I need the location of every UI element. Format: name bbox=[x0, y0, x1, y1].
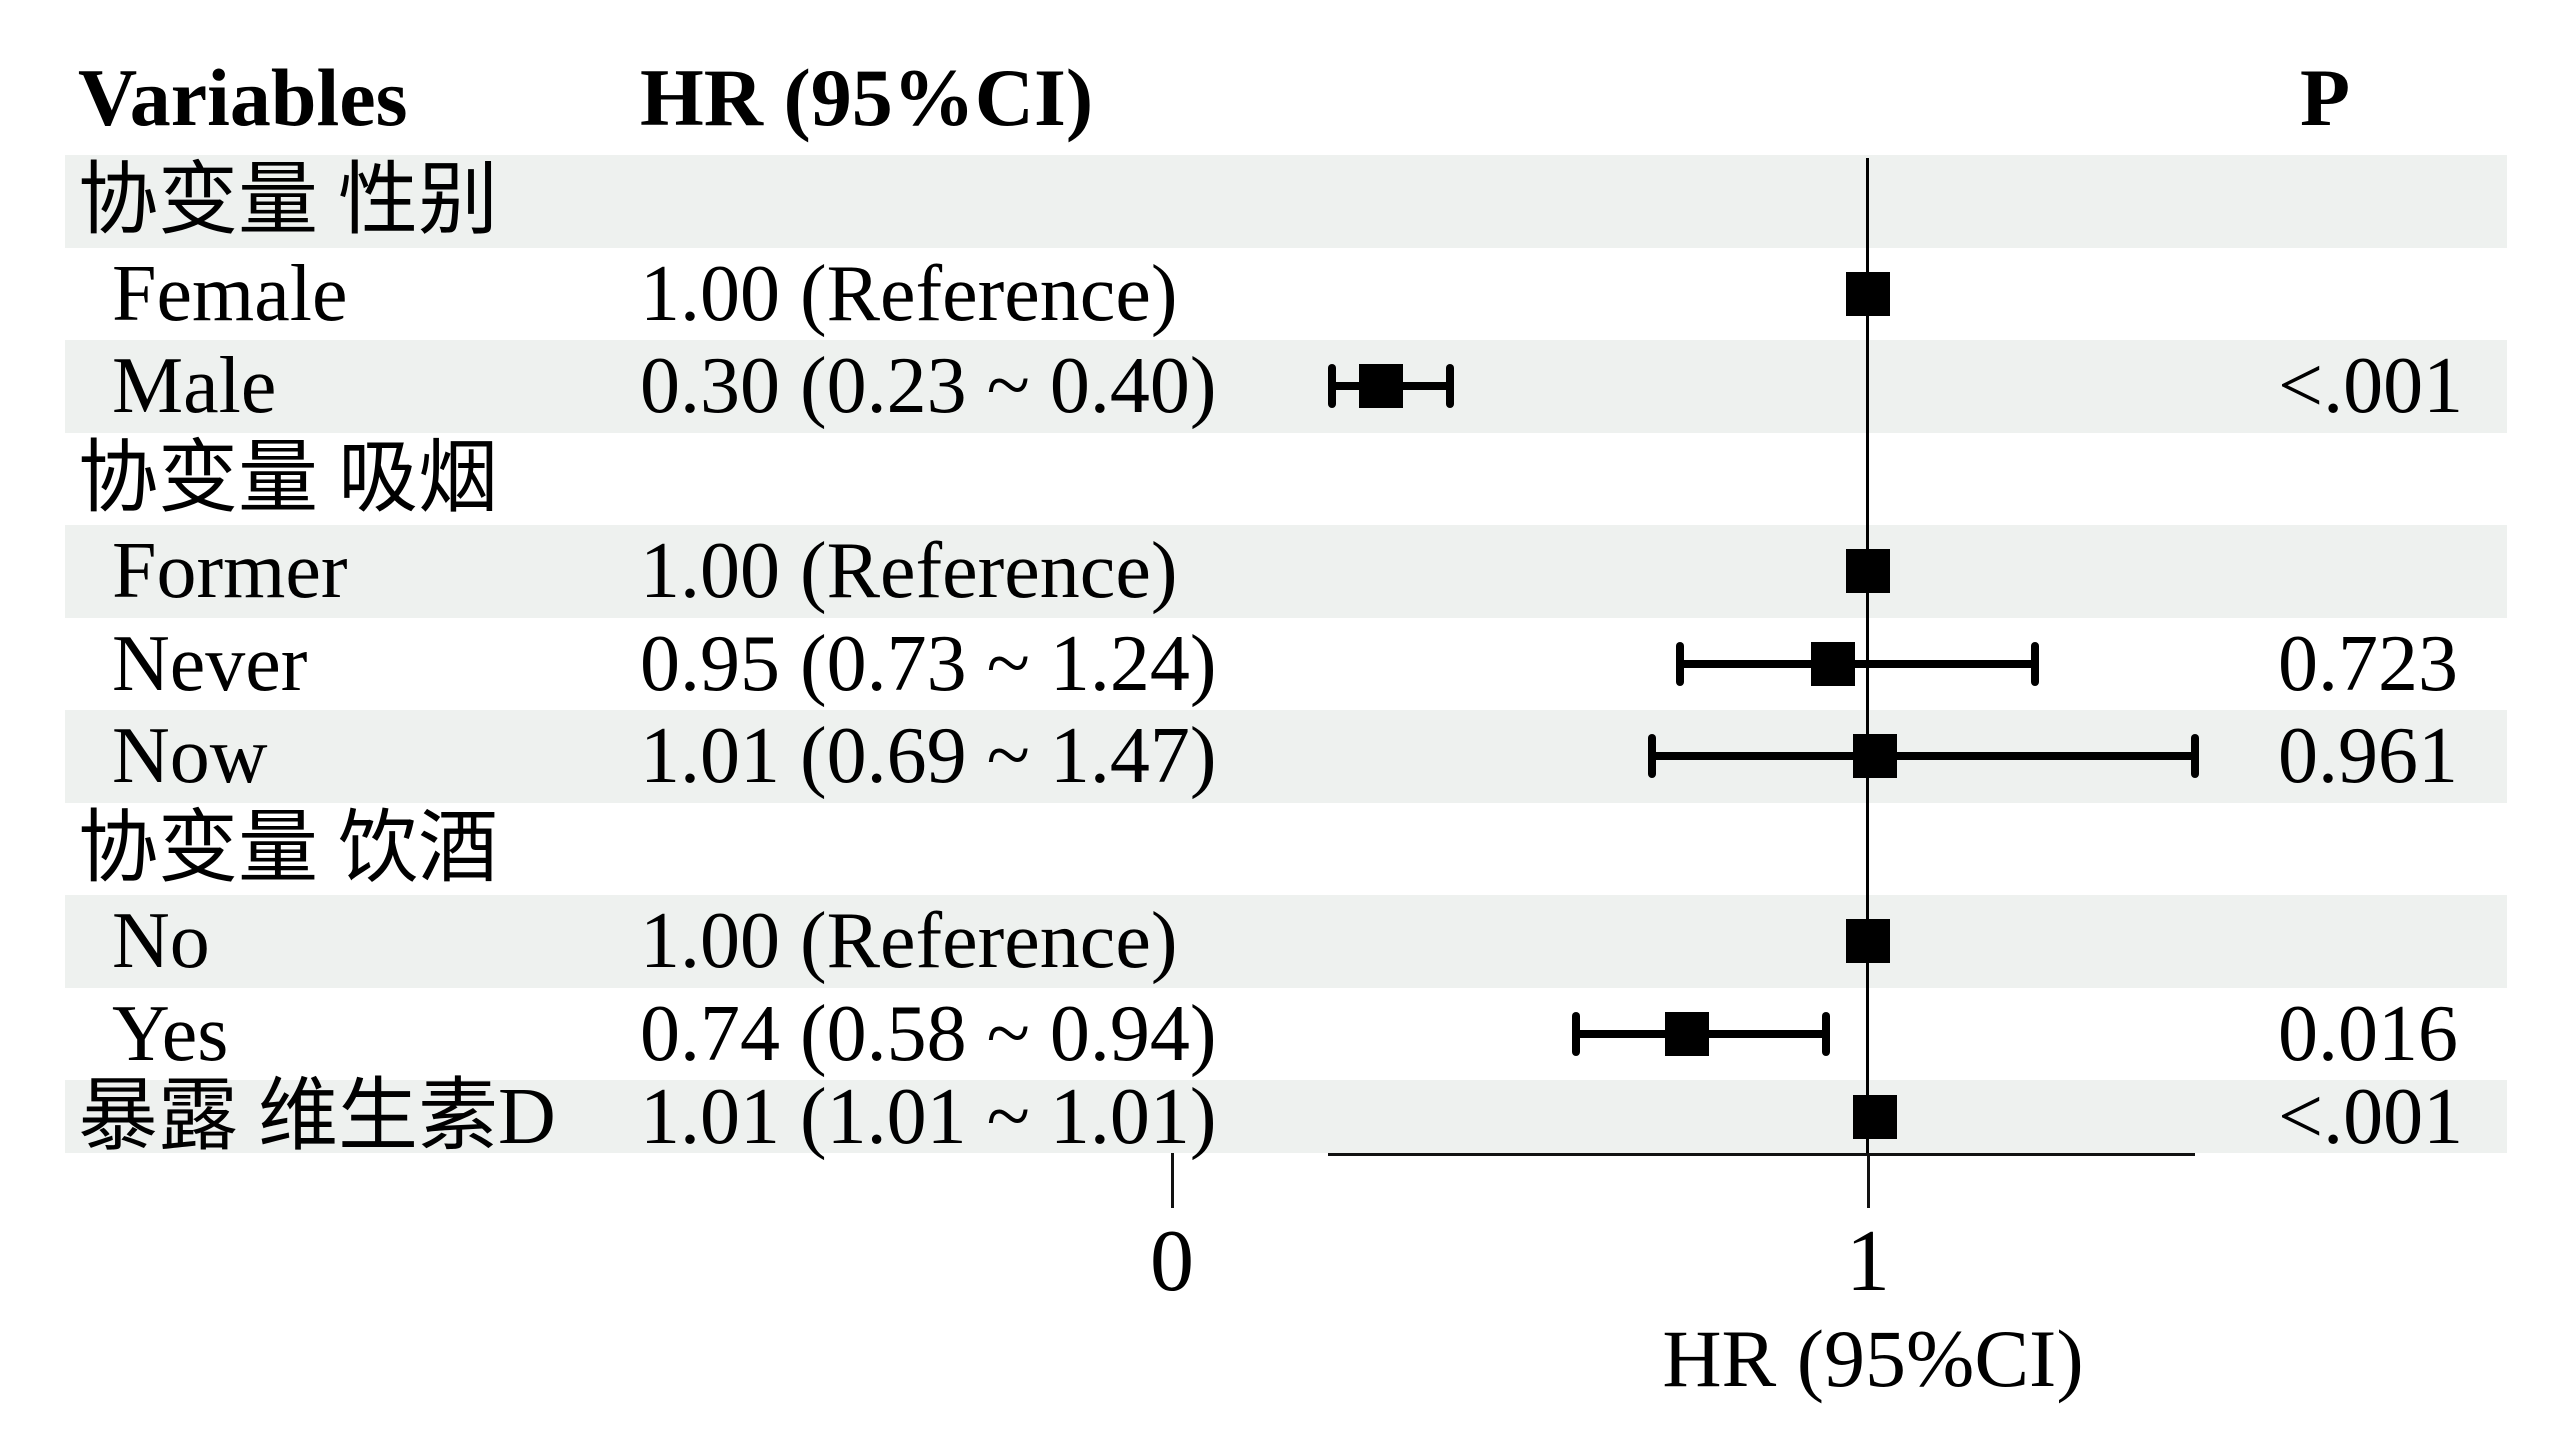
ci-whisker-cap bbox=[1571, 1011, 1580, 1056]
row-hr-ci-text: 0.30 (0.23 ~ 0.40) bbox=[640, 342, 1217, 431]
hr-point-square bbox=[1358, 364, 1403, 409]
reference-line-hr1 bbox=[1866, 158, 1869, 1155]
row-label: Now bbox=[112, 712, 268, 801]
row-label: Female bbox=[112, 249, 348, 338]
x-axis-tick-mark bbox=[1170, 1153, 1174, 1208]
ci-whisker-cap bbox=[1328, 364, 1337, 409]
row-hr-ci-text: 1.01 (1.01 ~ 1.01) bbox=[640, 1072, 1217, 1161]
row-hr-ci-text: 1.01 (0.69 ~ 1.47) bbox=[640, 712, 1217, 801]
row-label: Male bbox=[112, 342, 277, 431]
x-axis-tick-label: 0 bbox=[1150, 1213, 1194, 1310]
ci-whisker-cap bbox=[2191, 734, 2200, 779]
row-stripe bbox=[65, 525, 2507, 618]
column-header-hr-ci: HR (95%CI) bbox=[640, 52, 1094, 143]
row-label: Yes bbox=[112, 989, 229, 1078]
x-axis-line bbox=[1328, 1153, 2195, 1156]
row-stripe bbox=[65, 895, 2507, 988]
row-p-value: <.001 bbox=[2278, 342, 2464, 431]
ci-line bbox=[1652, 752, 2196, 761]
row-stripe bbox=[65, 1080, 2507, 1153]
row-label: 协变量 吸烟 bbox=[78, 434, 498, 523]
x-axis-tick-label: 1 bbox=[1846, 1213, 1890, 1310]
row-label: No bbox=[112, 897, 210, 986]
hr-point-square bbox=[1811, 641, 1856, 686]
row-p-value: 0.723 bbox=[2278, 619, 2458, 708]
row-hr-ci-text: 1.00 (Reference) bbox=[640, 527, 1178, 616]
row-label: 协变量 性别 bbox=[78, 157, 498, 246]
column-header-p: P bbox=[2300, 52, 2351, 143]
hr-point-square bbox=[1852, 1094, 1897, 1139]
row-hr-ci-text: 0.95 (0.73 ~ 1.24) bbox=[640, 619, 1217, 708]
row-label: 协变量 饮酒 bbox=[78, 804, 498, 893]
ci-whisker-cap bbox=[1648, 734, 1657, 779]
row-hr-ci-text: 1.00 (Reference) bbox=[640, 897, 1178, 986]
row-p-value: 0.016 bbox=[2278, 989, 2458, 1078]
hr-point-square bbox=[1665, 1011, 1710, 1056]
ci-whisker-cap bbox=[1822, 1011, 1831, 1056]
ci-line bbox=[1680, 659, 2036, 668]
ci-whisker-cap bbox=[1446, 364, 1455, 409]
row-stripe bbox=[65, 340, 2507, 433]
row-label: Never bbox=[112, 619, 308, 708]
column-header-variables: Variables bbox=[78, 52, 408, 143]
row-hr-ci-text: 0.74 (0.58 ~ 0.94) bbox=[640, 989, 1217, 1078]
x-axis-tick-mark bbox=[1866, 1153, 1870, 1208]
row-label: Former bbox=[112, 527, 348, 616]
x-axis-title: HR (95%CI) bbox=[1662, 1313, 2084, 1404]
row-stripe bbox=[65, 155, 2507, 248]
ci-whisker-cap bbox=[1676, 641, 1685, 686]
row-p-value: <.001 bbox=[2278, 1072, 2464, 1161]
row-label: 暴露 维生素D bbox=[78, 1072, 556, 1161]
hr-point-square bbox=[1852, 734, 1897, 779]
row-p-value: 0.961 bbox=[2278, 712, 2458, 801]
ci-whisker-cap bbox=[2031, 641, 2040, 686]
row-hr-ci-text: 1.00 (Reference) bbox=[640, 249, 1178, 338]
